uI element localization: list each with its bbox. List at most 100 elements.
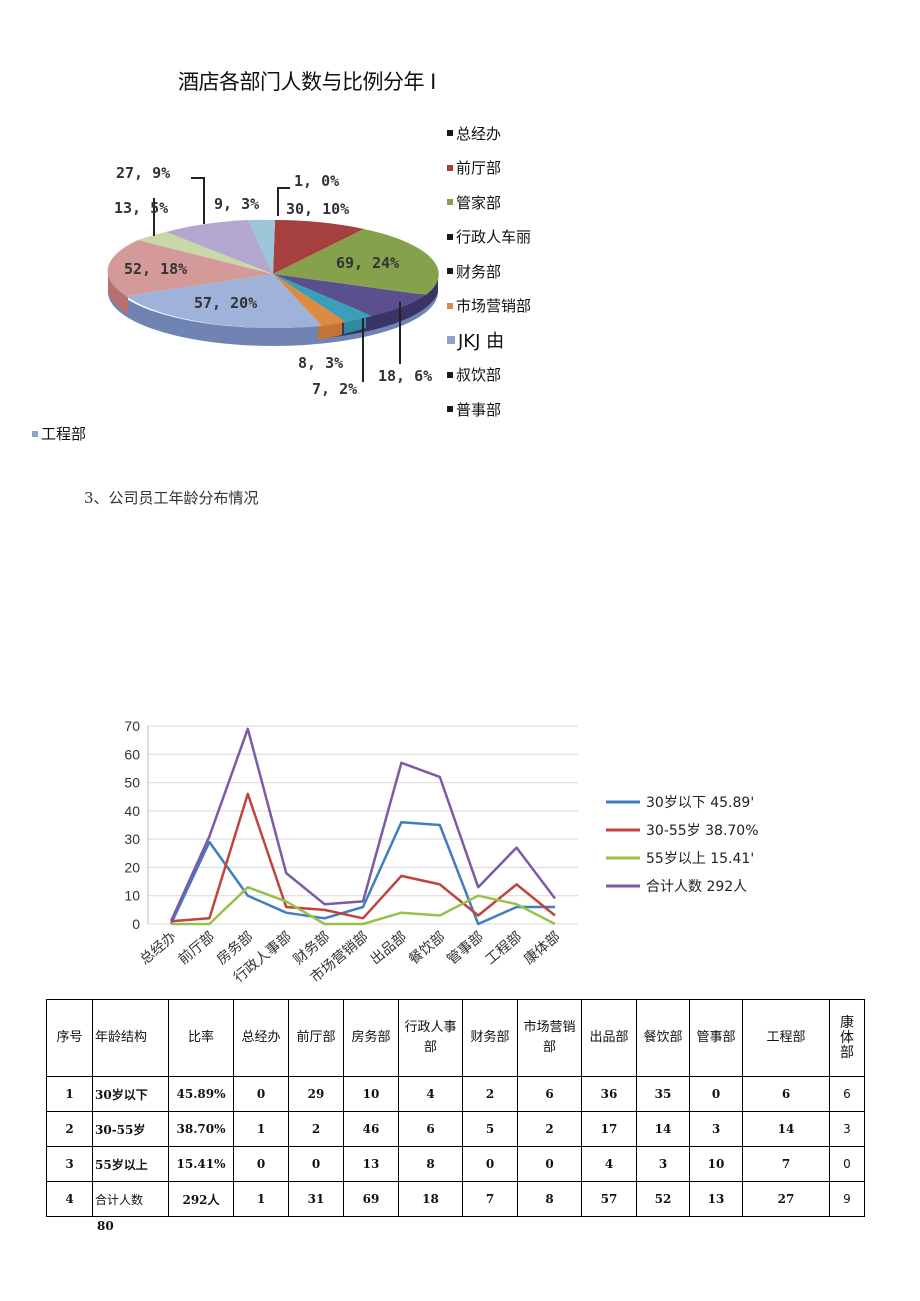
pie-legend: 总经办 前厅部 管家部 行政人车丽 财务部 市场营销部 JKJ 由 叔饮部 普事… bbox=[447, 116, 627, 427]
table-cell: 8 bbox=[398, 1146, 463, 1182]
y-tick-label: 0 bbox=[132, 916, 140, 932]
table-cell: 1 bbox=[233, 1181, 289, 1217]
table-cell: 69 bbox=[343, 1181, 399, 1217]
series-line bbox=[169, 727, 556, 922]
legend-label: 财务部 bbox=[456, 262, 502, 281]
y-axis-ticks: 70 60 50 40 30 20 10 0 bbox=[124, 718, 140, 932]
x-tick-label: 总经办 bbox=[137, 929, 179, 968]
table-header-row: 序号 年龄结构 比率 总经办 前厅部 房务部 行政人事部 财务部 市场营销部 出… bbox=[46, 999, 865, 1077]
table-cell: 5 bbox=[462, 1111, 518, 1147]
x-tick-label: 管事部 bbox=[444, 929, 486, 968]
table-header-cell: 总经办 bbox=[233, 999, 289, 1077]
line-chart-legend: 30岁以下 45.89' 30-55岁 38.70% 55岁以上 15.41' 合计人… bbox=[606, 795, 759, 895]
table-cell: 52 bbox=[636, 1181, 690, 1217]
legend-swatch bbox=[447, 164, 453, 171]
pie-data-labels: 27, 9% 13, 5% 9, 3% 1, 0% 30, 10% 69, 24… bbox=[114, 164, 432, 398]
table-cell: 1 bbox=[233, 1111, 289, 1147]
table-cell: 4 bbox=[46, 1181, 93, 1217]
y-tick-label: 50 bbox=[124, 775, 140, 791]
table-cell: 13 bbox=[343, 1146, 399, 1182]
y-tick-label: 30 bbox=[124, 831, 140, 847]
table-row: 2 30-55岁 38.70% 1 2 46 6 5 2 17 14 3 14 … bbox=[46, 1111, 865, 1147]
table-header-cell: 餐饮部 bbox=[636, 999, 690, 1077]
table-cell: 18 bbox=[398, 1181, 463, 1217]
series-line bbox=[169, 820, 555, 926]
table-cell: 2 bbox=[517, 1111, 582, 1147]
table-cell: 45.89% bbox=[168, 1076, 234, 1112]
legend-label: 前厅部 bbox=[456, 159, 502, 178]
table-cell: 27 bbox=[742, 1181, 830, 1217]
table-cell: 30岁以下 bbox=[92, 1076, 169, 1112]
series-lines bbox=[169, 727, 556, 926]
table-cell: 0 bbox=[233, 1146, 289, 1182]
table-cell: 46 bbox=[343, 1111, 399, 1147]
table-header-cell: 序号 bbox=[46, 999, 93, 1077]
x-tick-label: 餐饮部 bbox=[406, 929, 448, 968]
table-cell: 14 bbox=[636, 1111, 690, 1147]
legend-swatch bbox=[447, 130, 453, 137]
table-header-cell: 年龄结构 bbox=[92, 999, 169, 1077]
y-tick-label: 70 bbox=[124, 718, 140, 734]
legend-swatch bbox=[447, 302, 453, 309]
pie-chart: 27, 9% 13, 5% 9, 3% 1, 0% 30, 10% 69, 24… bbox=[107, 164, 439, 398]
table-cell: 2 bbox=[46, 1111, 93, 1147]
pie-label-52: 52, 18% bbox=[124, 260, 187, 278]
pie-slice-light-blue bbox=[248, 219, 275, 274]
table-cell: 合计人数 bbox=[92, 1181, 169, 1217]
legend-label: 叔饮部 bbox=[456, 366, 502, 385]
pie-slice-lavender bbox=[166, 220, 273, 274]
table-cell: 57 bbox=[581, 1181, 637, 1217]
table-header-cell: 市场营销部 bbox=[517, 999, 582, 1077]
legend-label: 30岁以下 45.89' bbox=[646, 795, 754, 811]
legend-label: 总经办 bbox=[456, 124, 502, 143]
table-cell: 0 bbox=[233, 1076, 289, 1112]
table-cell: 17 bbox=[581, 1111, 637, 1147]
table-cell: 1 bbox=[46, 1076, 93, 1112]
pie-leader-lines bbox=[153, 177, 401, 382]
table-cell: 4 bbox=[398, 1076, 463, 1112]
table-cell: 35 bbox=[636, 1076, 690, 1112]
table-cell: 6 bbox=[517, 1076, 582, 1112]
table-cell: 3 bbox=[689, 1111, 743, 1147]
table-cell: 13 bbox=[689, 1181, 743, 1217]
table-cell: 36 bbox=[581, 1076, 637, 1112]
table-cell: 10 bbox=[343, 1076, 399, 1112]
legend-label: 市场营销部 bbox=[456, 297, 532, 316]
legend-label: 行政人车丽 bbox=[456, 228, 532, 247]
table-header-cell: 比率 bbox=[168, 999, 234, 1077]
legend-label: JKJ 由 bbox=[458, 331, 505, 353]
pie-slice-light-green bbox=[138, 232, 273, 274]
table-header-cell: 财务部 bbox=[462, 999, 518, 1077]
pie-label-7: 7, 2% bbox=[312, 380, 357, 398]
table-cell: 2 bbox=[462, 1076, 518, 1112]
legend-item: 管家部 bbox=[447, 185, 627, 220]
table-cell: 15.41% bbox=[168, 1146, 234, 1182]
table-header-cell: 房务部 bbox=[343, 999, 399, 1077]
table-cell: 6 bbox=[829, 1076, 865, 1112]
table-cell: 6 bbox=[398, 1111, 463, 1147]
table-row: 3 55岁以上 15.41% 0 0 13 8 0 0 4 3 10 7 0 bbox=[46, 1146, 865, 1182]
table-cell: 10 bbox=[689, 1146, 743, 1182]
line-chart: 70 60 50 40 30 20 10 0 总经办前厅部房务部行政人事部财务部市场营销部出品… bbox=[124, 718, 759, 986]
table-cell: 31 bbox=[288, 1181, 344, 1217]
x-tick-label: 康体部 bbox=[520, 928, 563, 968]
legend-item: 行政人车丽 bbox=[447, 220, 627, 255]
x-tick-label: 出品部 bbox=[368, 929, 410, 968]
table-cell: 7 bbox=[462, 1181, 518, 1217]
table-cell: 7 bbox=[742, 1146, 830, 1182]
table-header-cell: 前厅部 bbox=[288, 999, 344, 1077]
table-cell: 6 bbox=[742, 1076, 830, 1112]
legend-item: 普事部 bbox=[447, 392, 627, 427]
legend-swatch bbox=[32, 430, 38, 437]
pie-label-13: 13, 5% bbox=[114, 199, 168, 217]
table-cell: 0 bbox=[462, 1146, 518, 1182]
table-cell: 14 bbox=[742, 1111, 830, 1147]
pie-label-69: 69, 24% bbox=[336, 254, 399, 272]
legend-item: 前厅部 bbox=[447, 151, 627, 186]
table-cell: 292人 bbox=[168, 1181, 234, 1217]
legend-item: 总经办 bbox=[447, 116, 627, 151]
table-cell: 0 bbox=[288, 1146, 344, 1182]
table-header-cell: 康体部 bbox=[829, 999, 865, 1077]
x-tick-label: 前厅部 bbox=[175, 928, 218, 968]
pie-label-30: 30, 10% bbox=[286, 200, 349, 218]
